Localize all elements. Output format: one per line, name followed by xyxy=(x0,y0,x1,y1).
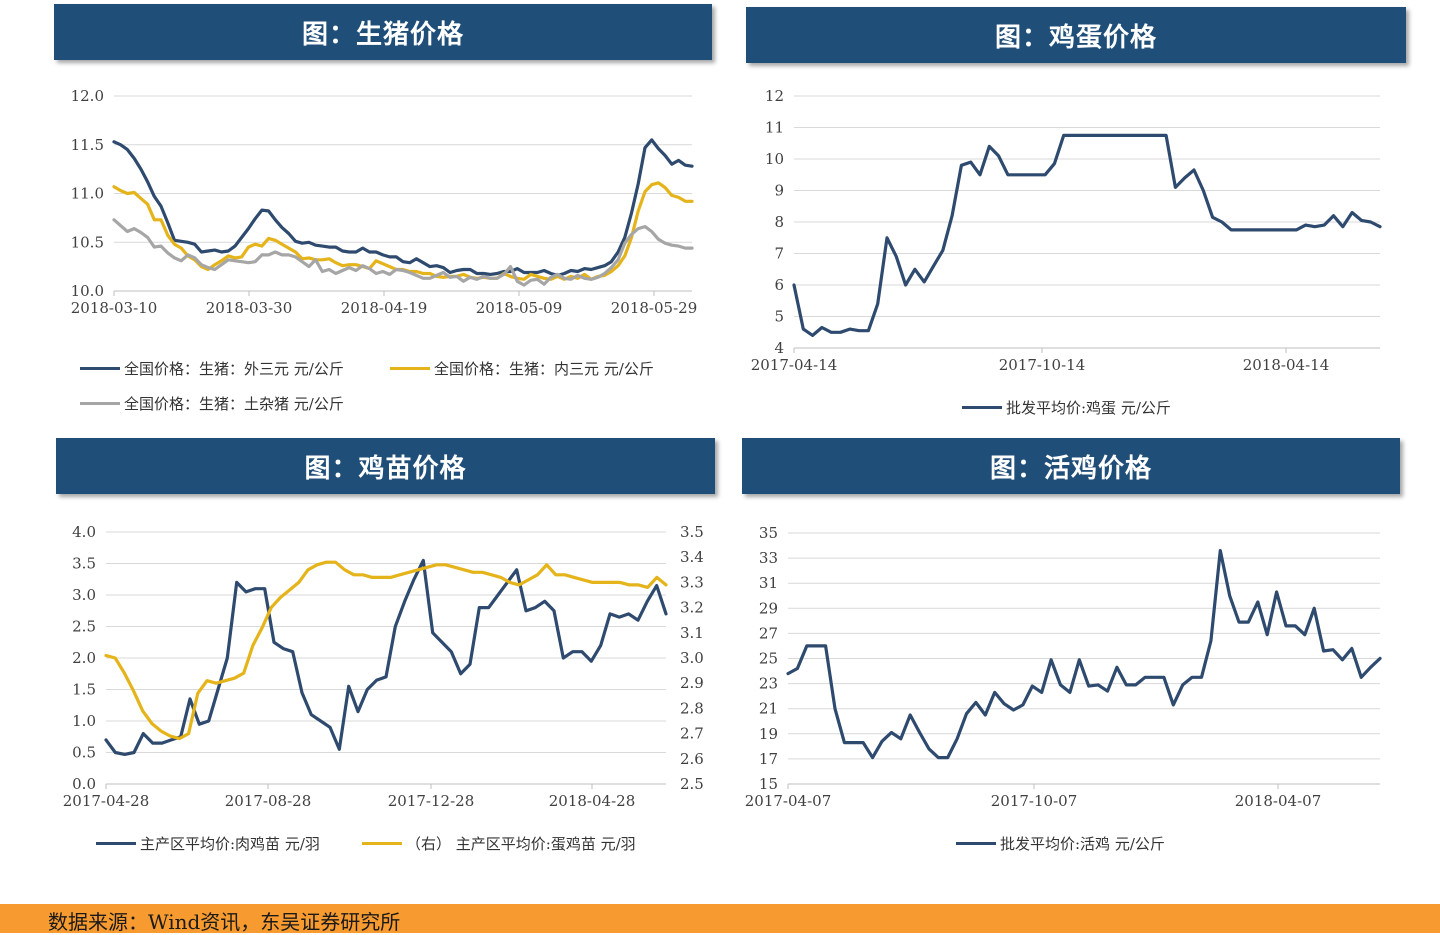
y-tick-label: 11 xyxy=(765,119,784,137)
x-tick-label: 2018-04-14 xyxy=(1243,356,1329,374)
x-tick-label: 2018-04-07 xyxy=(1235,792,1321,810)
x-tick-label: 2017-10-07 xyxy=(991,792,1077,810)
y-right-tick-label: 2.8 xyxy=(680,699,704,717)
y-tick-label: 11.5 xyxy=(71,136,104,154)
y-right-tick-label: 3.2 xyxy=(680,599,704,617)
live-panel-title: 图：活鸡价格 xyxy=(742,438,1400,494)
legend-swatch-navy xyxy=(956,842,996,845)
pig-legend-label-2: 全国价格：生猪：内三元 元/公斤 xyxy=(434,360,654,378)
source-footer-bar: 数据来源：Wind资讯，东吴证券研究所 xyxy=(0,904,1440,934)
legend-swatch-gold xyxy=(390,367,430,370)
series-line-0 xyxy=(112,138,694,277)
y-tick-label: 17 xyxy=(759,750,778,768)
y-tick-label: 12 xyxy=(765,87,784,105)
y-tick-label: 4 xyxy=(774,339,784,357)
y-tick-label: 12.0 xyxy=(71,87,104,105)
y-tick-label: 8 xyxy=(774,213,784,231)
y-tick-label: 10.5 xyxy=(71,233,104,251)
y-right-tick-label: 2.6 xyxy=(680,750,704,768)
pig-legend-label-1: 全国价格：生猪：外三元 元/公斤 xyxy=(124,360,344,378)
egg-legend: 批发平均价:鸡蛋 元/公斤 xyxy=(962,397,1171,418)
pig-legend-1: 全国价格：生猪：外三元 元/公斤 xyxy=(80,358,344,379)
x-tick-label: 2018-03-30 xyxy=(206,299,292,317)
x-tick-label: 2018-04-19 xyxy=(341,299,427,317)
chick-legend-1: 主产区平均价:肉鸡苗 元/羽 xyxy=(96,833,320,854)
y-right-tick-label: 2.9 xyxy=(680,674,704,692)
y-right-tick-label: 2.5 xyxy=(680,775,704,793)
y-tick-label: 19 xyxy=(759,725,778,743)
x-tick-label: 2017-04-28 xyxy=(63,792,149,810)
y-right-tick-label: 3.4 xyxy=(680,548,704,566)
series-line-0 xyxy=(786,548,1382,760)
y-tick-label: 29 xyxy=(759,599,778,617)
pig-legend-2: 全国价格：生猪：内三元 元/公斤 xyxy=(390,358,654,379)
y-tick-label: 1.0 xyxy=(72,712,96,730)
x-tick-label: 2017-10-14 xyxy=(999,356,1085,374)
y-right-tick-label: 3.0 xyxy=(680,649,704,667)
y-right-tick-label: 3.5 xyxy=(680,523,704,541)
y-tick-label: 25 xyxy=(759,650,778,668)
chick-panel-title: 图：鸡苗价格 xyxy=(56,438,715,494)
y-tick-label: 0.0 xyxy=(72,775,96,793)
x-tick-label: 2017-08-28 xyxy=(225,792,311,810)
chick-legend-2: （右） 主产区平均价:蛋鸡苗 元/羽 xyxy=(362,833,636,854)
y-tick-label: 27 xyxy=(759,624,778,642)
pig-legend-3: 全国价格：生猪：土杂猪 元/公斤 xyxy=(80,393,344,414)
legend-swatch-navy xyxy=(80,367,120,370)
y-tick-label: 10.0 xyxy=(71,282,104,300)
y-tick-label: 3.0 xyxy=(72,586,96,604)
y-tick-label: 33 xyxy=(759,549,778,567)
y-tick-label: 6 xyxy=(774,276,784,294)
y-tick-label: 5 xyxy=(774,308,784,326)
y-right-tick-label: 3.3 xyxy=(680,573,704,591)
y-tick-label: 3.5 xyxy=(72,555,96,573)
legend-swatch-navy xyxy=(962,406,1002,409)
x-tick-label: 2018-05-29 xyxy=(611,299,697,317)
y-tick-label: 7 xyxy=(774,245,784,263)
chick-legend-label-2: （右） 主产区平均价:蛋鸡苗 元/羽 xyxy=(406,835,636,853)
y-tick-label: 23 xyxy=(759,675,778,693)
x-tick-label: 2017-04-07 xyxy=(745,792,831,810)
live-legend: 批发平均价:活鸡 元/公斤 xyxy=(956,833,1165,854)
y-tick-label: 15 xyxy=(759,775,778,793)
legend-swatch-gray xyxy=(80,402,120,405)
egg-panel-title: 图：鸡蛋价格 xyxy=(746,7,1406,63)
legend-swatch-gold xyxy=(362,842,402,845)
y-tick-label: 35 xyxy=(759,524,778,542)
x-tick-label: 2017-12-28 xyxy=(388,792,474,810)
chick-legend-label-1: 主产区平均价:肉鸡苗 元/羽 xyxy=(140,835,320,853)
y-tick-label: 11.0 xyxy=(71,185,104,203)
series-line-0 xyxy=(104,558,668,756)
live-legend-label: 批发平均价:活鸡 元/公斤 xyxy=(1000,835,1165,853)
legend-swatch-navy xyxy=(96,842,136,845)
y-tick-label: 2.0 xyxy=(72,649,96,667)
y-tick-label: 2.5 xyxy=(72,618,96,636)
y-tick-label: 9 xyxy=(774,182,784,200)
series-line-1 xyxy=(104,560,668,741)
x-tick-label: 2018-05-09 xyxy=(476,299,562,317)
y-tick-label: 0.5 xyxy=(72,744,96,762)
x-tick-label: 2018-03-10 xyxy=(71,299,157,317)
y-tick-label: 4.0 xyxy=(72,523,96,541)
source-footer-text: 数据来源：Wind资讯，东吴证券研究所 xyxy=(48,910,401,934)
y-tick-label: 21 xyxy=(759,700,778,718)
series-line-0 xyxy=(792,133,1382,337)
series-line-2 xyxy=(112,218,694,287)
pig-legend-label-3: 全国价格：生猪：土杂猪 元/公斤 xyxy=(124,395,344,413)
y-tick-label: 31 xyxy=(759,574,778,592)
x-tick-label: 2017-04-14 xyxy=(751,356,837,374)
y-right-tick-label: 3.1 xyxy=(680,624,704,642)
x-tick-label: 2018-04-28 xyxy=(549,792,635,810)
chick-price-chart: 4.0 3.5 3.0 2.5 2.0 1.5 1.0 0.5 0.0 3.5 3.4 3.3 3.2 3… xyxy=(63,523,704,810)
egg-legend-label: 批发平均价:鸡蛋 元/公斤 xyxy=(1006,399,1171,417)
y-tick-label: 1.5 xyxy=(72,681,96,699)
y-right-tick-label: 2.7 xyxy=(680,725,704,743)
pig-panel-title: 图：生猪价格 xyxy=(54,4,712,60)
y-tick-label: 10 xyxy=(765,150,784,168)
